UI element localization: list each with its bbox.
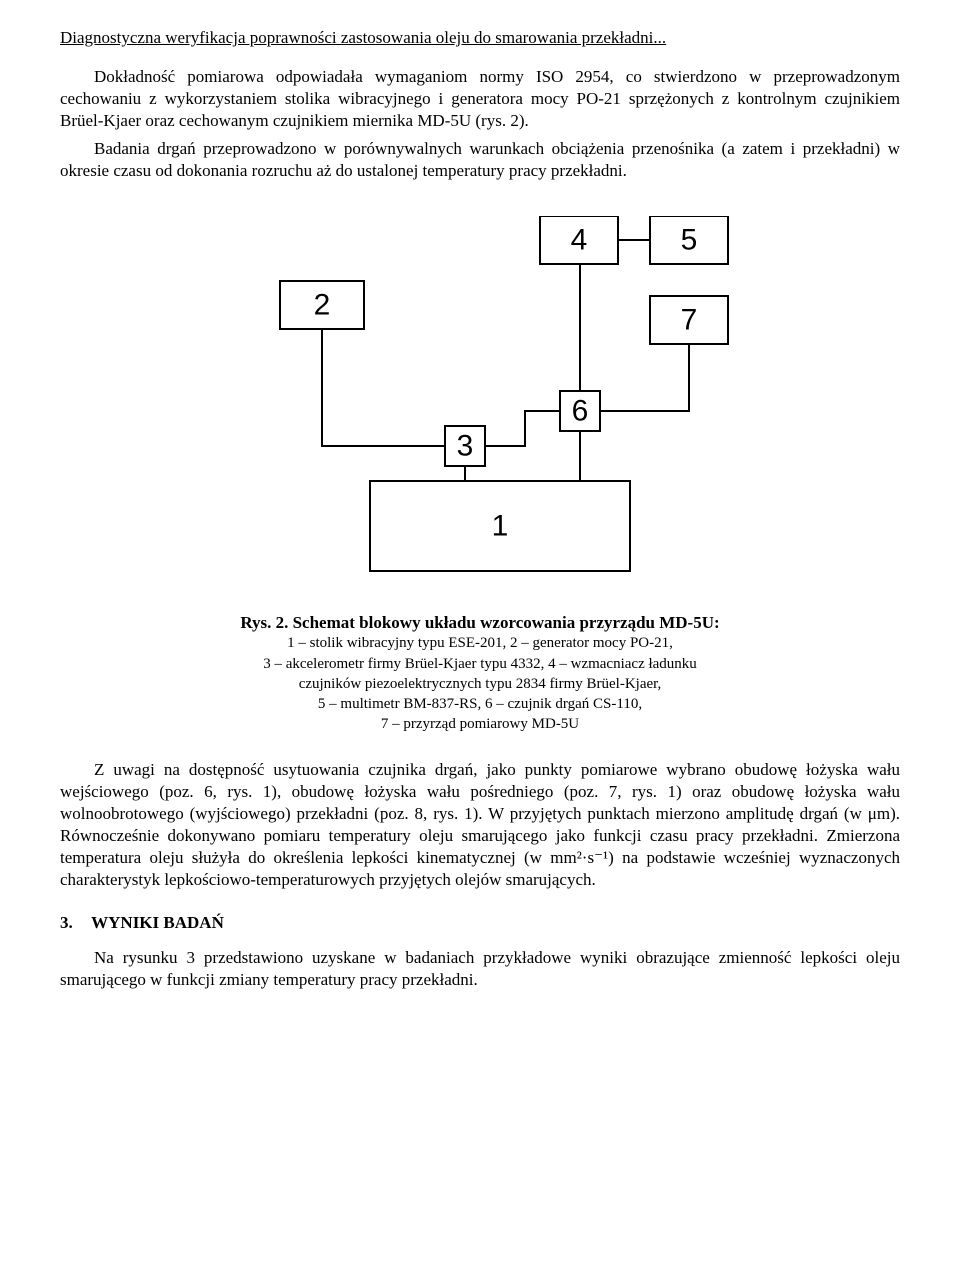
diagram-node-label-6: 6: [572, 395, 589, 428]
figure-2-caption-line: 1 – stolik wibracyjny typu ESE-201, 2 – …: [60, 633, 900, 653]
figure-2: 1 2 3 4 5 6 7 Rys. 2. Schemat blokowy układu w…: [60, 216, 900, 734]
figure-2-svg: 1 2 3 4 5 6 7: [220, 216, 740, 586]
figure-2-caption-title: Rys. 2. Schemat blokowy układu wzorcowan…: [60, 613, 900, 633]
section-3-number: 3.: [60, 913, 87, 933]
diagram-node-label-1: 1: [492, 510, 509, 543]
diagram-node-label-5: 5: [681, 224, 698, 257]
section-3-heading: 3. WYNIKI BADAŃ: [60, 913, 900, 933]
diagram-edge: [322, 329, 445, 446]
diagram-node-label-3: 3: [457, 430, 474, 463]
figure-2-caption-line: 7 – przyrząd pomiarowy MD-5U: [60, 714, 900, 734]
diagram-node-label-2: 2: [314, 289, 331, 322]
diagram-node-label-4: 4: [571, 224, 588, 257]
diagram-edge: [600, 344, 689, 411]
diagram-edge: [485, 411, 560, 446]
figure-2-caption-body: 1 – stolik wibracyjny typu ESE-201, 2 – …: [60, 633, 900, 734]
section-3-title: WYNIKI BADAŃ: [91, 913, 224, 932]
figure-2-caption-line: 3 – akcelerometr firmy Brüel-Kjaer typu …: [60, 654, 900, 674]
paragraph-1: Dokładność pomiarowa odpowiadała wymagan…: [60, 66, 900, 132]
paragraph-3: Z uwagi na dostępność usytuowania czujni…: [60, 759, 900, 892]
figure-2-caption-line: czujników piezoelektrycznych typu 2834 f…: [60, 674, 900, 694]
paragraph-4: Na rysunku 3 przedstawiono uzyskane w ba…: [60, 947, 900, 991]
diagram-node-label-7: 7: [681, 304, 698, 337]
figure-2-caption-line: 5 – multimetr BM-837-RS, 6 – czujnik drg…: [60, 694, 900, 714]
paragraph-2: Badania drgań przeprowadzono w porównywa…: [60, 138, 900, 182]
page-header: Diagnostyczna weryfikacja poprawności za…: [60, 28, 900, 48]
